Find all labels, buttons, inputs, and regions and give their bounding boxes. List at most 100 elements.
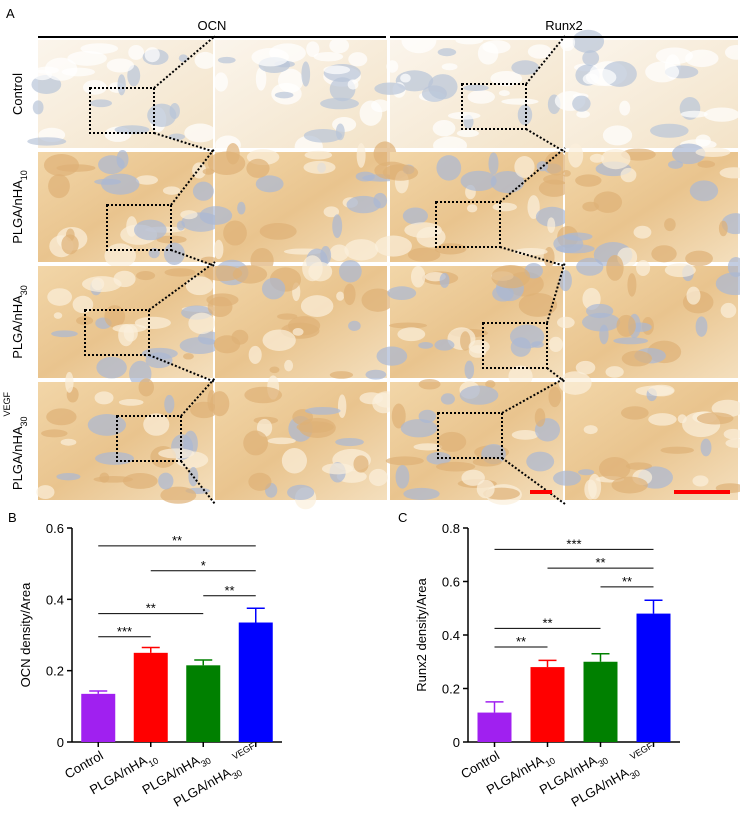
tissue-texture [391, 403, 406, 429]
tissue-texture [538, 179, 570, 197]
tissue-texture [98, 155, 125, 175]
tissue-texture [655, 47, 694, 65]
tissue-texture [217, 56, 236, 64]
tissue-texture [329, 37, 350, 54]
label-subscript: 10 [147, 755, 161, 769]
tissue-texture [575, 174, 602, 187]
tissue-texture [501, 98, 539, 105]
tissue-texture [118, 398, 144, 406]
tissue-texture [104, 243, 136, 269]
tissue-texture [498, 90, 510, 97]
tissue-texture [274, 91, 294, 99]
tissue-texture [104, 305, 126, 328]
tissue-texture [527, 44, 552, 59]
tissue-texture [404, 222, 442, 238]
tissue-texture [53, 312, 63, 319]
tissue-texture [386, 60, 399, 73]
tissue-texture [80, 43, 119, 54]
tissue-texture [144, 47, 160, 63]
label-superscript: VEGF [2, 391, 12, 416]
tissue-texture [492, 285, 514, 302]
significance-label: ** [224, 583, 234, 598]
tissue-texture [335, 437, 364, 447]
tissue-texture [210, 391, 230, 417]
label-subscript: 30 [628, 768, 642, 782]
tissue-texture [94, 391, 114, 405]
tissue-texture [207, 296, 233, 317]
tissue-texture [32, 100, 44, 115]
tissue-texture [188, 467, 199, 487]
tissue-texture [410, 265, 426, 288]
zoom-box [84, 309, 150, 356]
label-subscript: 30 [19, 285, 29, 295]
y-tick-label: 0.6 [442, 575, 460, 590]
column-title: Runx2 [545, 18, 583, 33]
tissue-texture [718, 220, 728, 237]
tissue-texture [434, 243, 467, 255]
tissue-texture [482, 40, 511, 54]
zoom-line [501, 457, 566, 505]
tissue-texture [158, 472, 174, 490]
tissue-texture [421, 85, 447, 102]
tissue-texture [47, 288, 73, 306]
tissue-texture [304, 150, 333, 160]
tissue-texture [287, 484, 315, 501]
bar [477, 712, 512, 742]
tissue-texture [385, 456, 424, 466]
tissue-texture [455, 36, 484, 45]
tissue-texture [114, 125, 150, 135]
significance-label: ** [516, 634, 526, 649]
tissue-texture [559, 33, 576, 52]
label-subscript: 10 [543, 755, 557, 769]
row-label: PLGA/nHA30 [10, 285, 29, 359]
tissue-texture [593, 191, 623, 213]
tissue-texture [627, 273, 637, 297]
tissue-texture [572, 95, 591, 112]
tissue-texture [725, 438, 740, 448]
tissue-texture [158, 448, 195, 459]
y-tick-label: 0.4 [442, 628, 460, 643]
label-subscript: 30 [230, 768, 244, 782]
tissue-texture [163, 242, 185, 265]
tissue-texture [576, 257, 604, 276]
tissue-texture [432, 136, 468, 155]
tissue-texture [558, 371, 592, 395]
tissue-texture [598, 457, 631, 481]
tissue-texture [395, 464, 410, 489]
tissue-texture [184, 123, 217, 143]
tissue-texture [636, 260, 651, 277]
significance-label: *** [566, 536, 581, 551]
tissue-texture [517, 104, 533, 126]
tissue-texture [476, 479, 495, 499]
tissue-texture [214, 72, 228, 92]
tissue-texture [371, 99, 390, 113]
tissue-texture [336, 291, 345, 301]
tissue-texture [606, 255, 624, 281]
tissue-texture [724, 44, 740, 60]
tissue-texture [432, 120, 456, 137]
tissue-texture [648, 384, 675, 397]
tissue-texture [133, 219, 167, 241]
tissue-texture [668, 160, 684, 169]
tissue-texture [361, 288, 395, 312]
tissue-texture [645, 61, 680, 83]
tissue-texture [660, 446, 694, 454]
bar [636, 613, 671, 742]
micrographs [27, 27, 740, 510]
tissue-texture [60, 438, 77, 446]
tissue-texture [407, 247, 441, 262]
row-label: Control [10, 73, 25, 115]
tissue-texture [436, 155, 462, 181]
tissue-texture [168, 133, 186, 141]
tissue-texture [491, 265, 531, 289]
tissue-texture [185, 276, 214, 296]
tissue-texture [689, 180, 719, 202]
tissue-texture [472, 457, 502, 467]
tissue-texture [255, 67, 267, 91]
tissue-texture [138, 378, 155, 397]
tissue-texture [56, 164, 96, 172]
tissue-texture [347, 79, 359, 90]
tissue-texture [700, 438, 712, 457]
bar [133, 652, 168, 742]
tissue-texture [226, 143, 240, 165]
